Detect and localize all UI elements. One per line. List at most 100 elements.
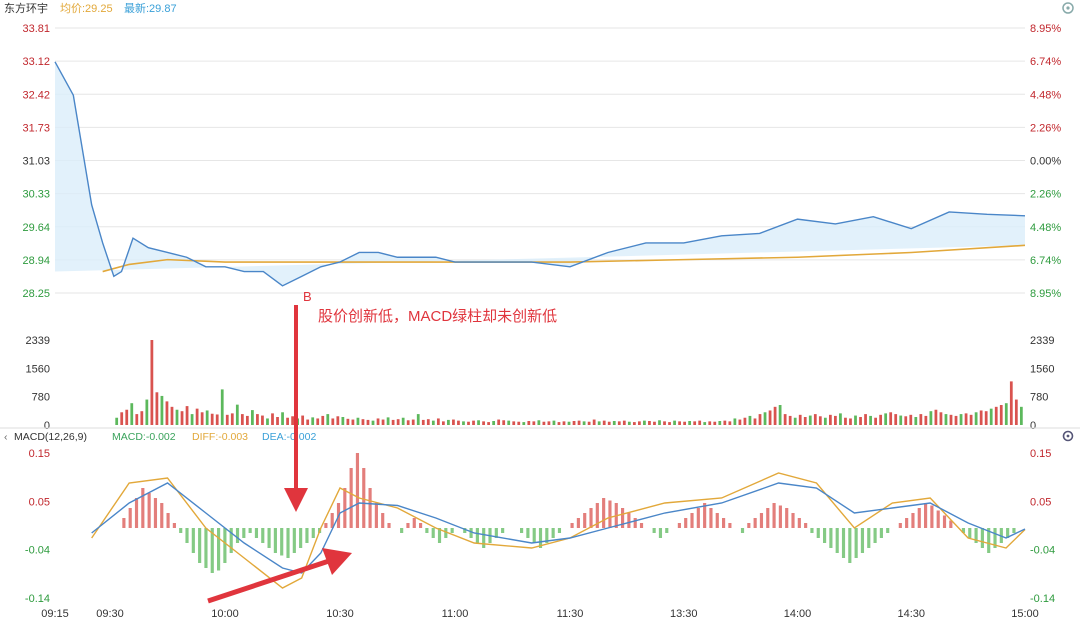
diff-value: DIFF:-0.003 bbox=[192, 431, 248, 443]
volume-bar bbox=[361, 419, 365, 425]
macd-tick-label-right: 0.15 bbox=[1030, 448, 1051, 460]
volume-bar bbox=[607, 421, 611, 425]
macd-bar bbox=[463, 528, 467, 533]
macd-bar bbox=[658, 528, 663, 538]
macd-bar bbox=[860, 528, 865, 553]
macd-bar bbox=[412, 518, 416, 528]
price-tick-label: 28.94 bbox=[22, 255, 50, 267]
volume-bar bbox=[1009, 381, 1013, 425]
volume-bar bbox=[562, 421, 566, 425]
volume-bar bbox=[834, 415, 837, 425]
volume-bar bbox=[718, 421, 722, 425]
percent-tick-label: 8.95% bbox=[1030, 23, 1061, 35]
arrow-diag-shaft bbox=[207, 557, 333, 604]
macd-bar bbox=[469, 528, 473, 538]
volume-bar bbox=[175, 409, 179, 425]
macd-collapse-icon[interactable]: ‹ bbox=[4, 431, 8, 443]
gear-icon[interactable] bbox=[1062, 430, 1074, 442]
volume-bar bbox=[1019, 406, 1023, 425]
volume-tick-label-right: 1560 bbox=[1030, 363, 1054, 375]
macd-bar bbox=[185, 528, 189, 543]
macd-bar bbox=[160, 503, 164, 528]
macd-bar bbox=[589, 508, 593, 528]
macd-bar bbox=[709, 508, 713, 528]
volume-bar bbox=[944, 414, 948, 425]
panel-icon[interactable] bbox=[1062, 2, 1074, 14]
macd-bar bbox=[475, 528, 479, 543]
time-tick-label: 13:30 bbox=[670, 608, 698, 620]
macd-bar bbox=[242, 528, 246, 538]
macd-bar bbox=[482, 528, 486, 548]
percent-tick-label: 6.74% bbox=[1030, 56, 1061, 68]
macd-value: MACD:-0.002 bbox=[112, 431, 176, 443]
volume-bar bbox=[125, 409, 129, 425]
volume-bar bbox=[416, 414, 420, 425]
volume-bar bbox=[115, 417, 119, 425]
macd-bar bbox=[191, 528, 195, 553]
macd-bar bbox=[652, 528, 656, 533]
percent-tick-label: 2.26% bbox=[1030, 189, 1061, 201]
volume-bar bbox=[823, 417, 827, 425]
volume-bar bbox=[316, 418, 320, 425]
volume-bar bbox=[813, 414, 817, 425]
volume-bar bbox=[135, 414, 139, 425]
macd-bar bbox=[494, 528, 498, 538]
volume-bar bbox=[482, 421, 485, 425]
volume-bar bbox=[658, 420, 661, 425]
volume-bar bbox=[331, 418, 335, 425]
macd-histogram bbox=[122, 453, 1016, 573]
volume-bar bbox=[487, 422, 490, 425]
volume-bar bbox=[537, 420, 541, 425]
macd-bar bbox=[785, 508, 789, 528]
volume-bar bbox=[939, 412, 943, 425]
macd-bar bbox=[722, 518, 726, 528]
macd-bar bbox=[608, 500, 612, 528]
volume-bar bbox=[763, 412, 767, 425]
macd-bar bbox=[122, 518, 126, 528]
macd-bar bbox=[797, 518, 801, 528]
macd-bar bbox=[419, 523, 423, 528]
volume-bar bbox=[984, 411, 988, 425]
latest-price-label: 最新:29.87 bbox=[124, 1, 177, 15]
macd-bar bbox=[210, 528, 214, 573]
macd-bar bbox=[292, 528, 296, 553]
volume-bar bbox=[783, 414, 787, 425]
volume-bar bbox=[301, 415, 305, 425]
macd-bar bbox=[987, 528, 991, 553]
macd-bar bbox=[911, 513, 915, 528]
volume-bar bbox=[215, 414, 219, 425]
volume-bar bbox=[854, 415, 857, 425]
latest-price-line bbox=[54, 61, 1026, 287]
volume-bar bbox=[190, 414, 194, 425]
time-tick-label: 10:30 bbox=[326, 608, 354, 620]
macd-bar bbox=[917, 508, 921, 528]
volume-bar bbox=[557, 422, 561, 425]
time-tick-label: 15:00 bbox=[1011, 608, 1039, 620]
annotation-marker-b: B bbox=[303, 289, 312, 304]
volume-bar bbox=[291, 416, 294, 425]
volume-bar bbox=[753, 418, 757, 425]
volume-bar bbox=[798, 414, 802, 425]
macd-bar bbox=[299, 528, 303, 548]
volume-bar bbox=[869, 415, 872, 425]
volume-bar bbox=[245, 415, 249, 425]
percent-y-axis: 8.95% 6.74% 4.48% 2.26% 0.00% 2.26% 4.48% 6.74%… bbox=[1030, 23, 1061, 300]
macd-indicator-name[interactable]: MACD(12,26,9) bbox=[14, 431, 87, 443]
macd-bar bbox=[747, 523, 751, 528]
volume-bar bbox=[748, 415, 752, 425]
macd-bar bbox=[1006, 528, 1010, 538]
volume-bar bbox=[421, 419, 425, 425]
volume-bar bbox=[708, 421, 712, 425]
macd-bar bbox=[387, 523, 391, 528]
volume-bar bbox=[547, 421, 551, 425]
volume-bar bbox=[949, 414, 953, 425]
volume-bar bbox=[828, 414, 832, 425]
macd-bar bbox=[759, 513, 764, 528]
macd-tick-label-right: 0.05 bbox=[1030, 496, 1051, 508]
volume-bar bbox=[522, 422, 526, 425]
volume-bar bbox=[849, 418, 852, 425]
macd-bar bbox=[406, 523, 410, 528]
volume-bar bbox=[321, 415, 325, 425]
volume-bar bbox=[447, 419, 450, 425]
volume-bar bbox=[1004, 403, 1008, 425]
